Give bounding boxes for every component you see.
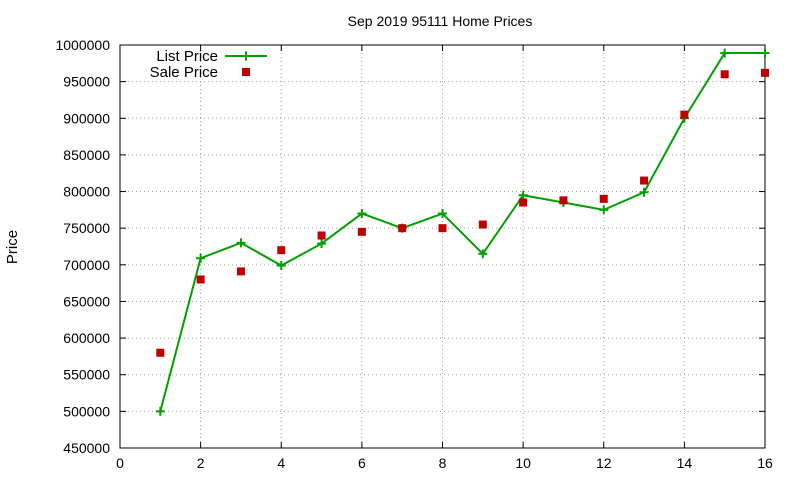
data-point bbox=[720, 70, 729, 79]
data-point bbox=[277, 246, 286, 255]
series-line bbox=[159, 52, 765, 412]
legend-marker bbox=[242, 68, 250, 76]
x-tick-label: 0 bbox=[116, 455, 124, 471]
x-tick-label: 10 bbox=[515, 455, 531, 471]
x-tick-label: 6 bbox=[358, 455, 366, 471]
data-point bbox=[478, 249, 488, 259]
data-point bbox=[236, 267, 245, 276]
legend-marker bbox=[241, 51, 251, 61]
data-point bbox=[518, 190, 528, 200]
data-point bbox=[438, 224, 447, 233]
series-list-price bbox=[155, 48, 770, 416]
axis-ticks: 0 2 4 6 8 10 12 14 16 450000 500000 550000 600000 650… bbox=[55, 37, 773, 471]
data-point bbox=[639, 187, 649, 197]
legend-label: List Price bbox=[156, 48, 218, 65]
y-tick-label: 900000 bbox=[63, 110, 110, 126]
data-point bbox=[317, 231, 326, 240]
y-tick-label: 950000 bbox=[63, 74, 110, 90]
data-point bbox=[599, 194, 608, 203]
grid-lines bbox=[120, 45, 765, 448]
legend-label: Sale Price bbox=[150, 64, 218, 81]
data-point bbox=[599, 205, 609, 215]
x-tick-label: 16 bbox=[757, 455, 773, 471]
data-point bbox=[398, 224, 407, 233]
series-sale-price bbox=[156, 68, 769, 357]
data-point bbox=[760, 48, 770, 58]
data-point bbox=[357, 227, 366, 236]
data-point bbox=[317, 239, 327, 249]
chart-title: Sep 2019 95111 Home Prices bbox=[348, 13, 533, 29]
x-tick-label: 8 bbox=[439, 455, 447, 471]
data-point bbox=[236, 238, 246, 248]
data-point bbox=[720, 48, 730, 58]
data-point bbox=[761, 68, 769, 77]
y-tick-label: 650000 bbox=[63, 293, 110, 309]
data-point bbox=[478, 220, 487, 229]
y-tick-label: 500000 bbox=[63, 403, 110, 419]
x-tick-label: 4 bbox=[277, 455, 285, 471]
y-tick-label: 850000 bbox=[63, 147, 110, 163]
data-point bbox=[276, 261, 286, 271]
y-tick-label: 600000 bbox=[63, 330, 110, 346]
y-tick-label: 800000 bbox=[63, 184, 110, 200]
y-tick-label: 700000 bbox=[63, 257, 110, 273]
x-tick-label: 14 bbox=[677, 455, 693, 471]
data-point bbox=[519, 198, 528, 207]
y-tick-label: 550000 bbox=[63, 367, 110, 383]
y-tick-label: 750000 bbox=[63, 220, 110, 236]
y-axis-label: Price bbox=[4, 230, 21, 264]
plot-frame bbox=[119, 44, 766, 449]
data-point bbox=[438, 209, 447, 219]
data-point bbox=[155, 406, 165, 416]
data-point bbox=[559, 196, 568, 205]
data-point bbox=[196, 275, 205, 284]
y-tick-label: 1000000 bbox=[55, 37, 110, 53]
x-tick-label: 2 bbox=[197, 455, 205, 471]
data-point bbox=[680, 110, 689, 119]
data-point bbox=[357, 209, 367, 219]
data-point bbox=[640, 176, 649, 185]
data-point bbox=[156, 348, 165, 357]
x-tick-label: 12 bbox=[596, 455, 612, 471]
y-tick-label: 450000 bbox=[63, 440, 110, 456]
series-layer bbox=[155, 48, 770, 416]
data-point bbox=[196, 253, 206, 263]
